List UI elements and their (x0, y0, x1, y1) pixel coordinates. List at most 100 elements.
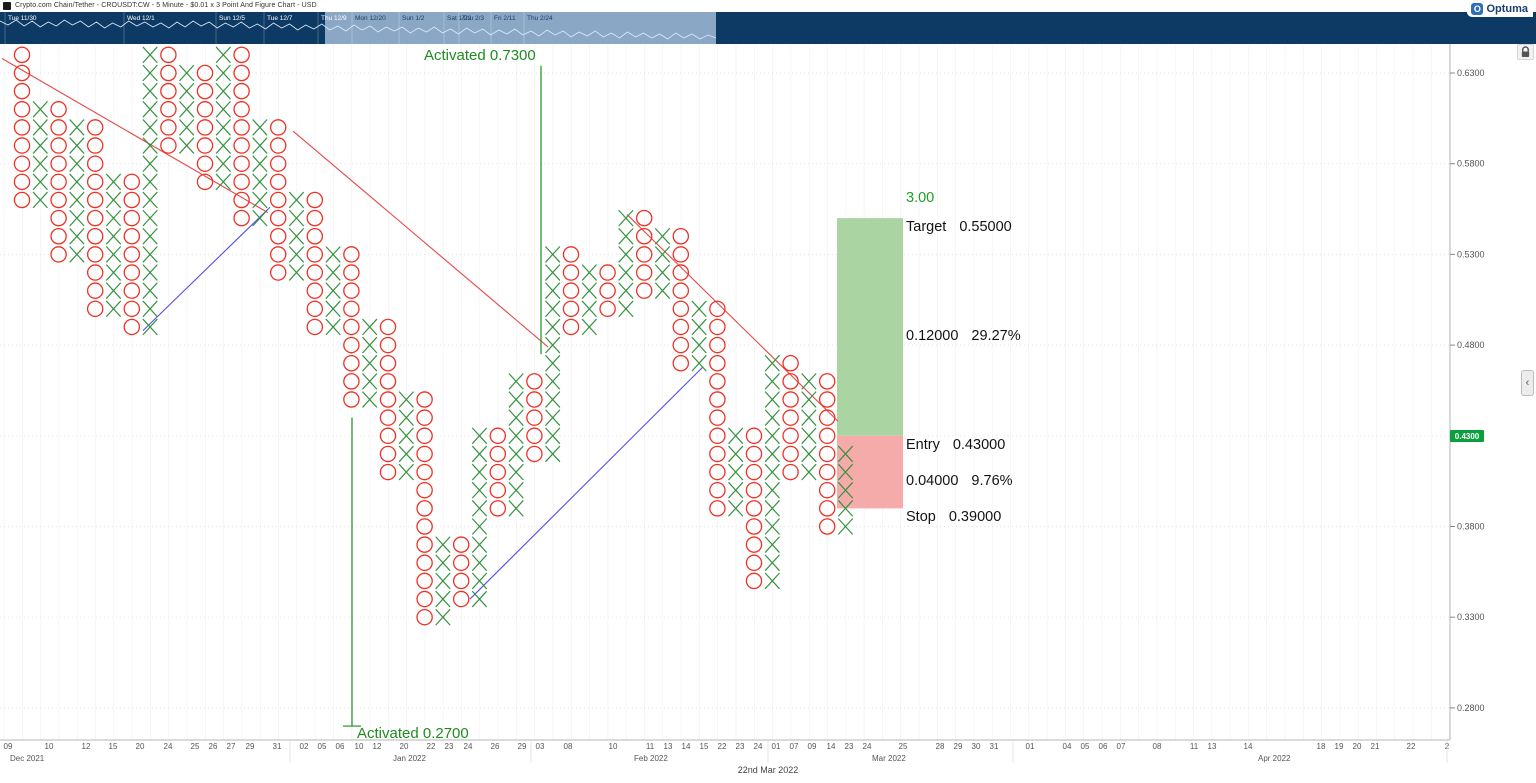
entry-line: Entry 0.43000 (906, 437, 1005, 453)
optuma-logo: O Optuma (1467, 1, 1533, 17)
date-tick-label: 23 (736, 742, 745, 751)
navigator-date-label: Tue 11/30 (8, 15, 37, 22)
target-line: Target 0.55000 (906, 219, 1012, 235)
date-tick-label: 23 (445, 742, 454, 751)
activation-label-0-73: Activated 0.7300 (424, 47, 536, 64)
title-bar: Crypto.com Chain/Tether - CROUSDT:CW - 5… (0, 0, 1536, 12)
pnf-column-x (618, 209, 634, 318)
target-range-line: 0.12000 29.27% (906, 328, 1021, 344)
pnf-column-o (562, 246, 580, 336)
date-tick-label: 10 (355, 742, 364, 751)
pnf-column-o (709, 300, 726, 517)
pnf-column-x (215, 46, 231, 191)
target-zone-box[interactable] (837, 218, 903, 436)
date-tick-label: 22 (718, 742, 727, 751)
pnf-column-x (581, 264, 597, 336)
navigator-date-label: Sun 1/2 (402, 15, 425, 22)
pnf-column-o (233, 46, 250, 227)
date-tick-label: 24 (863, 742, 872, 751)
navigator-date-label: Thu 12/9 (321, 15, 347, 22)
pnf-column-x (435, 536, 451, 626)
pnf-column-o (745, 427, 763, 590)
pnf-column-x (362, 318, 378, 408)
chart-grid (0, 44, 1450, 740)
date-tick-label: 08 (564, 742, 573, 751)
stop-zone-box[interactable] (837, 435, 903, 509)
pnf-column-x (728, 427, 744, 517)
date-tick-label: 29 (246, 742, 255, 751)
month-label: Dec 2021 (10, 754, 45, 763)
date-tick-label: 24 (164, 742, 173, 751)
trendline[interactable] (626, 214, 839, 422)
pnf-column-o (416, 391, 433, 626)
date-tick-label: 11 (1190, 742, 1199, 751)
window-title: Crypto.com Chain/Tether - CROUSDT:CW - 5… (15, 2, 317, 9)
date-tick-label: 04 (1063, 742, 1072, 751)
date-tick-label: 14 (827, 742, 836, 751)
pnf-column-x (545, 246, 561, 463)
date-tick-label: 15 (700, 742, 709, 751)
date-tick-label: 31 (990, 742, 999, 751)
price-tick-label: 0.3300 (1457, 612, 1485, 622)
date-tick-label: 09 (808, 742, 817, 751)
navigator-date-label: Fri 2/11 (494, 15, 516, 22)
date-tick-label: 07 (1117, 742, 1126, 751)
target-range-pct: 29.27% (971, 328, 1021, 344)
navigator-date-label: Tue 12/7 (267, 15, 293, 22)
pnf-column-o (672, 228, 690, 372)
pnf-column-o (196, 64, 214, 191)
date-tick-label: 25 (899, 742, 908, 751)
date-tick-label: 20 (400, 742, 409, 751)
stop-line: Stop 0.39000 (906, 509, 1001, 525)
footer-date: 22nd Mar 2022 (737, 765, 799, 775)
date-tick-label: 08 (1153, 742, 1162, 751)
pnf-column-x (398, 391, 414, 481)
navigator-date-label: Wed 12/1 (127, 15, 155, 22)
pnf-column-o (269, 119, 287, 281)
date-tick-label: 02 (300, 742, 309, 751)
pnf-column-x (105, 173, 122, 318)
date-tick-label: 01 (772, 742, 781, 751)
date-tick-label: 28 (936, 742, 945, 751)
pnf-column-o (818, 373, 836, 535)
month-label: Mar 2022 (872, 754, 906, 763)
date-tick-label: 29 (518, 742, 527, 751)
trendline[interactable] (469, 366, 704, 600)
stop-label: Stop (906, 509, 936, 525)
timeline-navigator[interactable]: Tue 11/30 Wed 12/1 Sun 12/5 Tue 12/7 Thu 12/… (0, 12, 1536, 44)
date-tick-label: 05 (318, 742, 327, 751)
navigator-window[interactable] (325, 12, 716, 44)
date-tick-label: 23 (845, 742, 854, 751)
pnf-column-x (179, 64, 195, 154)
current-price-badge: 0.4300 (1450, 430, 1484, 442)
trendline[interactable] (1, 58, 269, 214)
month-label: Apr 2022 (1258, 754, 1291, 763)
stop-range-line: 0.04000 9.76% (906, 473, 1013, 489)
date-tick-label: 27 (227, 742, 236, 751)
price-tick-label: 0.5800 (1457, 159, 1485, 169)
stop-range-pct: 9.76% (971, 473, 1013, 489)
pnf-column-x (252, 119, 268, 227)
pnf-column-o (526, 373, 543, 463)
date-tick-label: 12 (373, 742, 382, 751)
price-tick-label: 0.5300 (1457, 249, 1485, 259)
price-tick-label: 0.2800 (1457, 703, 1485, 713)
panel-collapse-button[interactable]: ‹ (1521, 370, 1534, 396)
pnf-column-o (160, 46, 177, 154)
pnf-column-x (801, 373, 817, 481)
pnf-column-o (599, 264, 616, 318)
navigator-sparkline (0, 19, 717, 40)
pnf-column-o (306, 191, 324, 336)
date-tick-label: 06 (336, 742, 345, 751)
navigator-date-label: Thu 2/24 (527, 15, 553, 22)
pnf-column-o (379, 318, 397, 481)
date-tick-label: 26 (491, 742, 500, 751)
activation-line[interactable] (343, 417, 361, 727)
lock-icon[interactable] (1517, 44, 1534, 60)
trendline[interactable] (292, 130, 549, 348)
target-range-value: 0.12000 (906, 328, 959, 344)
date-tick-label: 06 (1099, 742, 1108, 751)
pnf-column-x (288, 191, 305, 281)
trendline[interactable] (142, 206, 271, 331)
